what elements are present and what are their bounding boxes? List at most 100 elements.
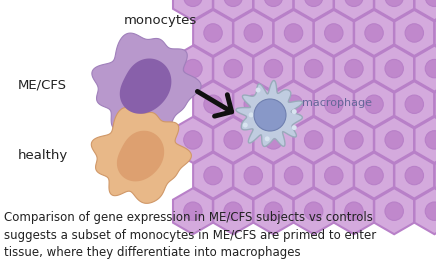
Polygon shape <box>294 188 334 234</box>
Circle shape <box>304 202 323 220</box>
Circle shape <box>324 166 343 185</box>
Polygon shape <box>117 131 164 181</box>
Circle shape <box>345 0 363 6</box>
Circle shape <box>284 95 303 114</box>
Polygon shape <box>395 10 434 56</box>
Polygon shape <box>274 81 313 127</box>
Polygon shape <box>213 188 253 234</box>
Circle shape <box>365 95 383 114</box>
Polygon shape <box>314 10 354 56</box>
Polygon shape <box>435 81 436 127</box>
Text: ME/CFS: ME/CFS <box>18 78 67 92</box>
Polygon shape <box>236 81 303 146</box>
Circle shape <box>254 99 286 131</box>
Polygon shape <box>91 107 191 203</box>
Circle shape <box>385 0 403 6</box>
Polygon shape <box>415 117 436 163</box>
Polygon shape <box>253 45 293 92</box>
Circle shape <box>324 24 343 42</box>
Circle shape <box>264 0 283 6</box>
Circle shape <box>224 202 242 220</box>
Polygon shape <box>274 10 313 56</box>
Circle shape <box>184 202 202 220</box>
Polygon shape <box>334 0 374 20</box>
Polygon shape <box>173 117 213 163</box>
Circle shape <box>425 59 436 78</box>
Circle shape <box>304 131 323 149</box>
Polygon shape <box>253 117 293 163</box>
Polygon shape <box>334 188 374 234</box>
Circle shape <box>244 166 262 185</box>
Circle shape <box>284 166 303 185</box>
Bar <box>205 8 430 193</box>
Circle shape <box>324 95 343 114</box>
Polygon shape <box>213 117 253 163</box>
Circle shape <box>385 59 403 78</box>
Circle shape <box>255 88 261 93</box>
Circle shape <box>244 24 262 42</box>
Circle shape <box>249 112 254 117</box>
Circle shape <box>184 131 202 149</box>
Circle shape <box>365 166 383 185</box>
Polygon shape <box>92 33 201 138</box>
Polygon shape <box>294 45 334 92</box>
Circle shape <box>405 166 423 185</box>
Polygon shape <box>415 188 436 234</box>
Circle shape <box>292 125 297 130</box>
Polygon shape <box>233 81 273 127</box>
Circle shape <box>304 59 323 78</box>
Polygon shape <box>294 117 334 163</box>
Polygon shape <box>173 45 213 92</box>
Polygon shape <box>395 153 434 199</box>
Polygon shape <box>193 10 233 56</box>
Circle shape <box>345 131 363 149</box>
Polygon shape <box>435 153 436 199</box>
Polygon shape <box>435 10 436 56</box>
Circle shape <box>292 109 297 114</box>
Polygon shape <box>173 188 213 234</box>
Polygon shape <box>120 59 171 114</box>
Circle shape <box>224 131 242 149</box>
Circle shape <box>405 24 423 42</box>
Polygon shape <box>253 188 293 234</box>
Circle shape <box>264 131 283 149</box>
Polygon shape <box>354 10 394 56</box>
Circle shape <box>284 24 303 42</box>
Circle shape <box>204 95 222 114</box>
Polygon shape <box>354 81 394 127</box>
Circle shape <box>345 202 363 220</box>
Circle shape <box>204 166 222 185</box>
Circle shape <box>244 95 262 114</box>
Polygon shape <box>415 45 436 92</box>
Circle shape <box>224 0 242 6</box>
Polygon shape <box>395 81 434 127</box>
Circle shape <box>184 59 202 78</box>
Polygon shape <box>213 0 253 20</box>
Polygon shape <box>314 153 354 199</box>
Circle shape <box>264 202 283 220</box>
Polygon shape <box>173 0 213 20</box>
Circle shape <box>243 122 248 128</box>
Circle shape <box>345 59 363 78</box>
Polygon shape <box>374 45 414 92</box>
Circle shape <box>265 136 270 141</box>
Polygon shape <box>193 153 233 199</box>
Polygon shape <box>374 0 414 20</box>
Polygon shape <box>415 0 436 20</box>
Text: Comparison of gene expression in ME/CFS subjects vs controls
suggests a subset o: Comparison of gene expression in ME/CFS … <box>4 211 376 259</box>
Text: healthy: healthy <box>18 148 68 162</box>
Polygon shape <box>253 0 293 20</box>
Circle shape <box>184 0 202 6</box>
Circle shape <box>405 95 423 114</box>
Circle shape <box>385 202 403 220</box>
Circle shape <box>365 24 383 42</box>
Polygon shape <box>354 153 394 199</box>
Polygon shape <box>334 117 374 163</box>
Polygon shape <box>334 45 374 92</box>
Circle shape <box>224 59 242 78</box>
Polygon shape <box>374 117 414 163</box>
Polygon shape <box>294 0 334 20</box>
Circle shape <box>385 131 403 149</box>
Circle shape <box>264 59 283 78</box>
Circle shape <box>304 0 323 6</box>
